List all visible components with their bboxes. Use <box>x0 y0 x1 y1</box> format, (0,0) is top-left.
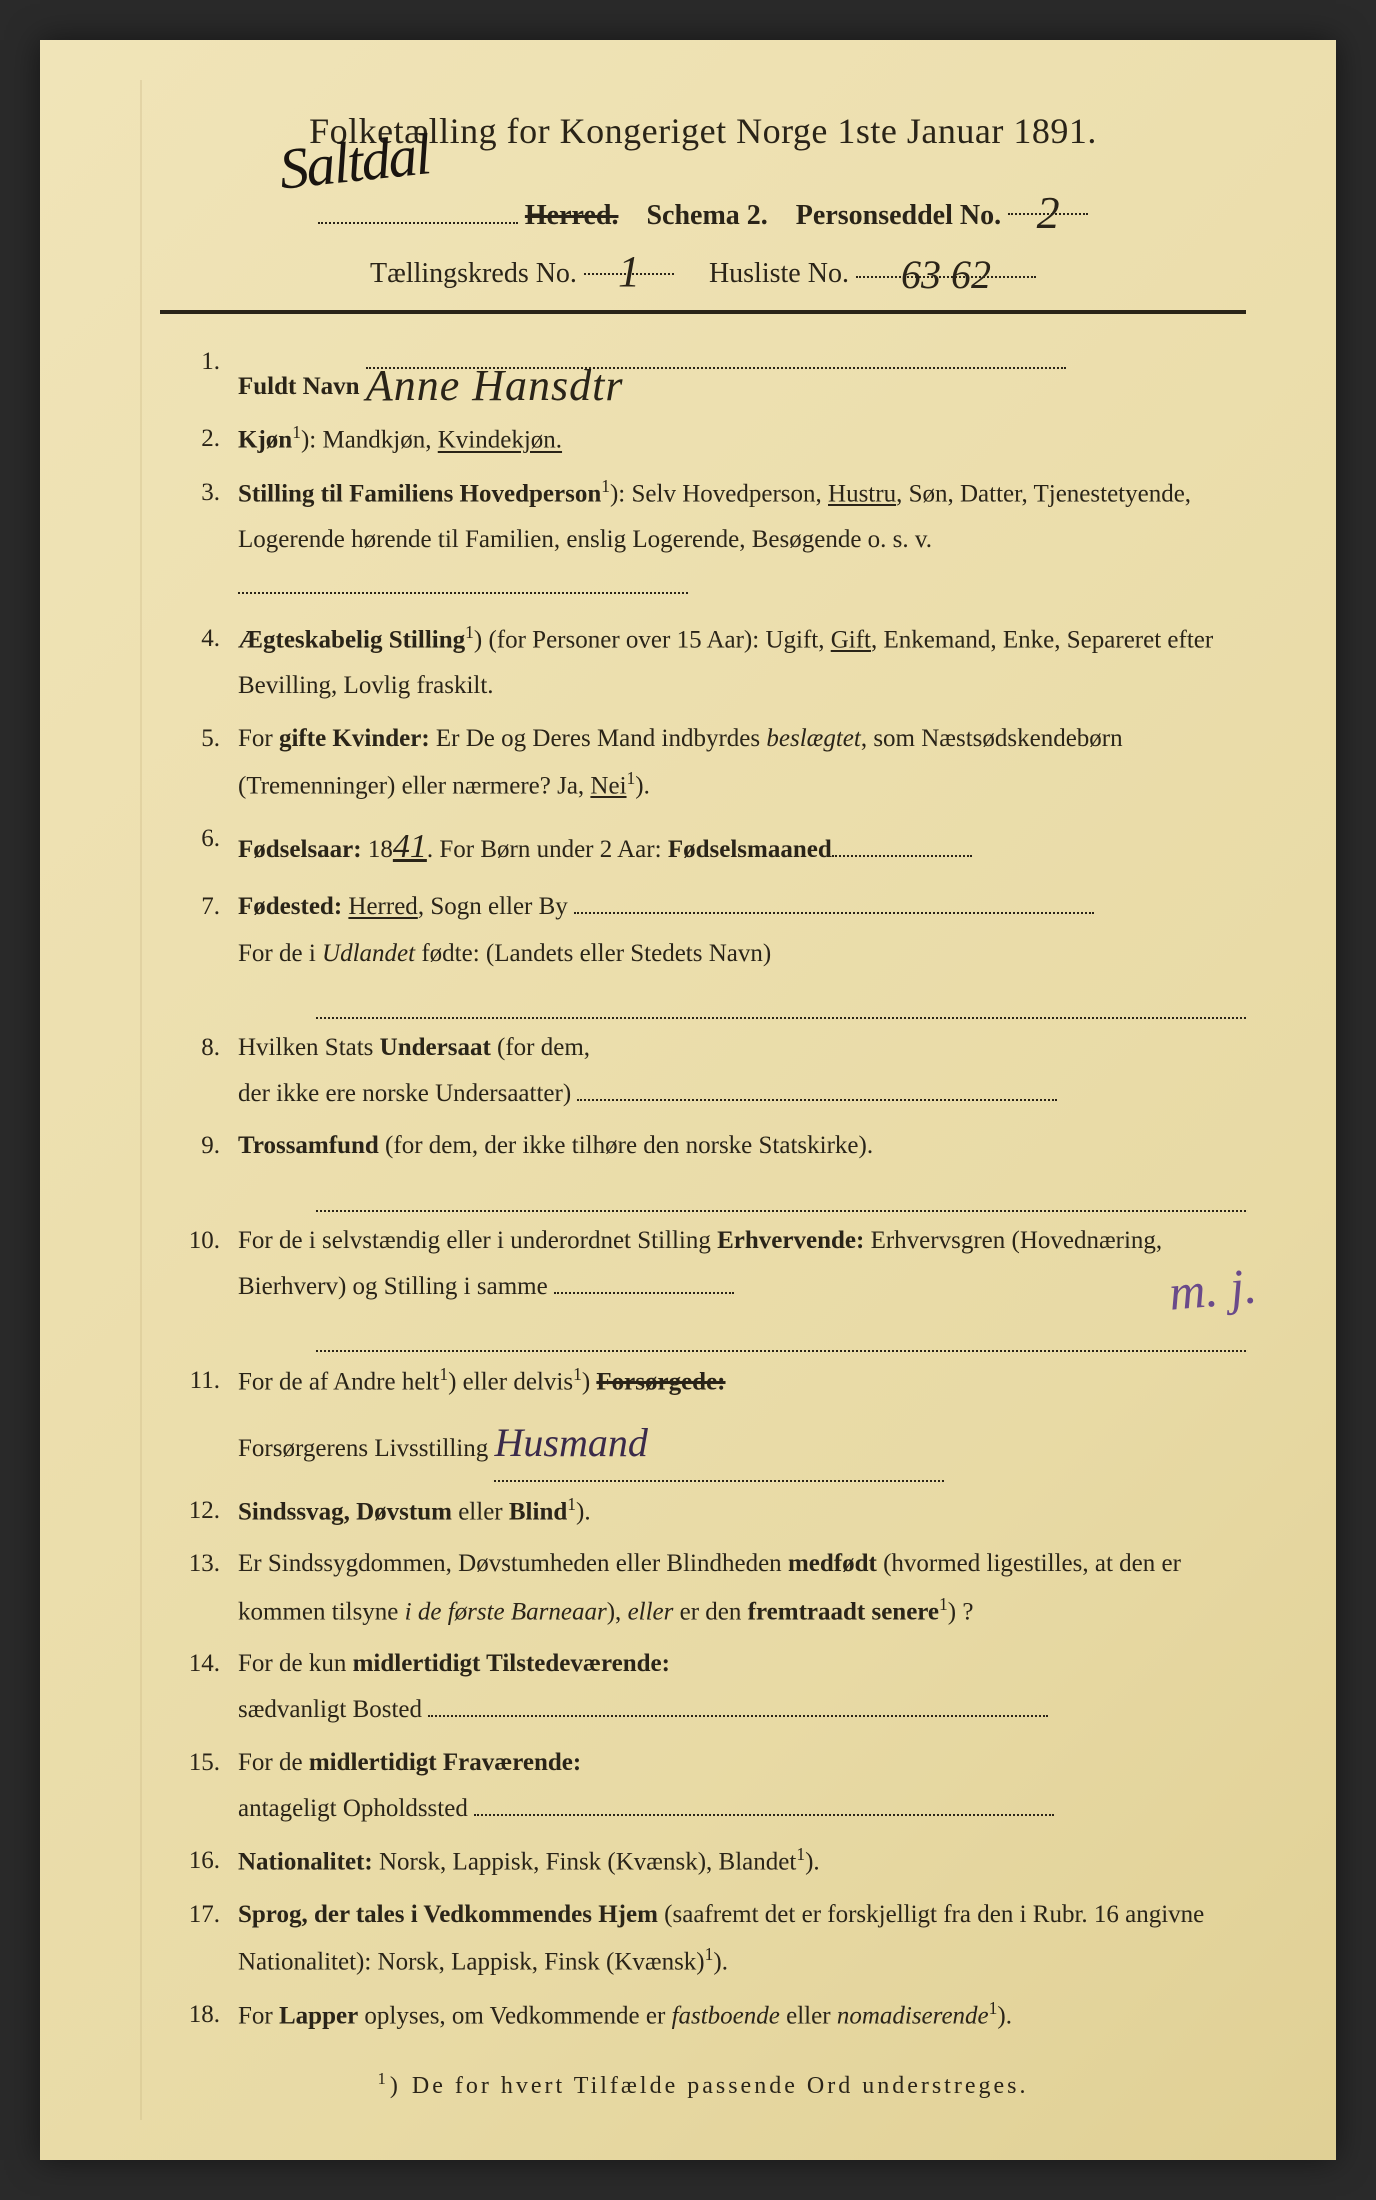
item-3: 3. Stilling til Familiens Hovedperson1):… <box>160 470 1246 610</box>
label-temporary-present: midlertidigt Tilstedeværende: <box>353 1650 670 1677</box>
item-17: 17. Sprog, der tales i Vedkommendes Hjem… <box>160 1892 1246 1986</box>
item-8: 8. Hvilken Stats Undersaat (for dem, der… <box>160 1025 1246 1118</box>
divider <box>160 310 1246 314</box>
kreds-value: 1 <box>618 247 640 296</box>
herred-label: Herred. <box>525 200 619 231</box>
item-11: 11. For de af Andre helt1) eller delvis1… <box>160 1358 1246 1482</box>
label-name: Fuldt Navn <box>238 373 360 400</box>
item-9: 9. Trossamfund (for dem, der ikke tilhør… <box>160 1123 1246 1211</box>
label-birthplace: Fødested: <box>238 893 342 920</box>
label-congenital: medfødt <box>788 1550 877 1577</box>
personseddel-label: Personseddel No. <box>796 200 1001 231</box>
label-nationality: Nationalitet: <box>238 1849 373 1876</box>
item-14: 14. For de kun midlertidigt Tilstedevære… <box>160 1641 1246 1734</box>
kreds-line: Tællingskreds No. 1 Husliste No. 63 62 <box>160 242 1246 290</box>
label-related: gifte Kvinder: <box>279 725 430 752</box>
item-18: 18. For Lapper oplyses, om Vedkommende e… <box>160 1992 1246 2040</box>
item-6: 6. Fødselsaar: 1841. For Børn under 2 Aa… <box>160 816 1246 879</box>
form-header: Folketælling for Kongeriget Norge 1ste J… <box>160 110 1246 290</box>
supporter-value: Husmand <box>494 1420 647 1465</box>
kreds-label: Tællingskreds No. <box>370 258 577 289</box>
relation-selected: Hustru <box>828 480 896 507</box>
marital-selected: Gift <box>831 626 871 653</box>
form-title: Folketælling for Kongeriget Norge 1ste J… <box>160 110 1246 152</box>
sex-options: Mandkjøn, <box>322 427 437 454</box>
item-4: 4. Ægteskabelig Stilling1) (for Personer… <box>160 616 1246 710</box>
item-16: 16. Nationalitet: Norsk, Lappisk, Finsk … <box>160 1838 1246 1886</box>
label-supported: Forsørgede: <box>596 1369 725 1396</box>
related-selected: Nei <box>590 772 626 799</box>
sex-selected: Kvindekjøn. <box>438 427 562 454</box>
birthplace-selected: Herred <box>348 893 417 920</box>
label-occupation: Erhvervende: <box>717 1227 864 1254</box>
item-15: 15. For de midlertidigt Fraværende: anta… <box>160 1740 1246 1833</box>
birthyear-value: 41 <box>393 828 427 865</box>
label-disability: Sindssvag, Døvstum <box>238 1498 452 1525</box>
husliste-label: Husliste No. <box>709 258 849 289</box>
item-list: 1. Fuldt Navn Anne Hansdtr 2. Kjøn1): Ma… <box>160 339 1246 2039</box>
label-relation: Stilling til Familiens Hovedperson <box>238 480 601 507</box>
item-2: 2. Kjøn1): Mandkjøn, Kvindekjøn. <box>160 416 1246 464</box>
label-sex: Kjøn <box>238 427 292 454</box>
label-marital: Ægteskabelig Stilling <box>238 626 465 653</box>
item-1: 1. Fuldt Navn Anne Hansdtr <box>160 339 1246 410</box>
label-language: Sprog, der tales i Vedkommendes Hjem <box>238 1901 658 1928</box>
footnote: 1) De for hvert Tilfælde passende Ord un… <box>160 2069 1246 2100</box>
label-birthmonth: Fødselsmaaned <box>668 836 832 863</box>
husliste-value: 63 62 <box>901 252 991 297</box>
item-7: 7. Fødested: Herred, Sogn eller By For d… <box>160 884 1246 1019</box>
label-sami: Lapper <box>279 2002 358 2029</box>
label-religion: Trossamfund <box>238 1132 379 1159</box>
census-form-page: Folketælling for Kongeriget Norge 1ste J… <box>40 40 1336 2160</box>
item-10: 10. For de i selvstændig eller i underor… <box>160 1218 1246 1353</box>
purple-annotation: m. j. <box>1166 1256 1258 1321</box>
label-subject: Undersaat <box>380 1034 491 1061</box>
personseddel-value: 2 <box>1037 187 1060 238</box>
item-5: 5. For gifte Kvinder: Er De og Deres Man… <box>160 716 1246 810</box>
name-value: Anne Hansdtr <box>366 361 624 410</box>
label-birthyear: Fødselsaar: <box>238 836 362 863</box>
item-13: 13. Er Sindssygdommen, Døvstumheden elle… <box>160 1541 1246 1635</box>
schema-label: Schema 2. <box>646 200 767 231</box>
label-temporary-absent: midlertidigt Fraværende: <box>309 1749 581 1776</box>
footnote-text: De for hvert Tilfælde passende Ord under… <box>412 2073 1029 2099</box>
item-12: 12. Sindssvag, Døvstum eller Blind1). <box>160 1488 1246 1536</box>
